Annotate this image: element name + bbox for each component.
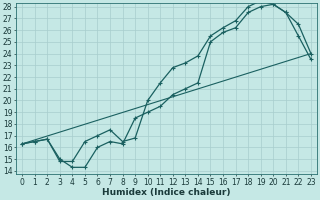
X-axis label: Humidex (Indice chaleur): Humidex (Indice chaleur) (102, 188, 231, 197)
